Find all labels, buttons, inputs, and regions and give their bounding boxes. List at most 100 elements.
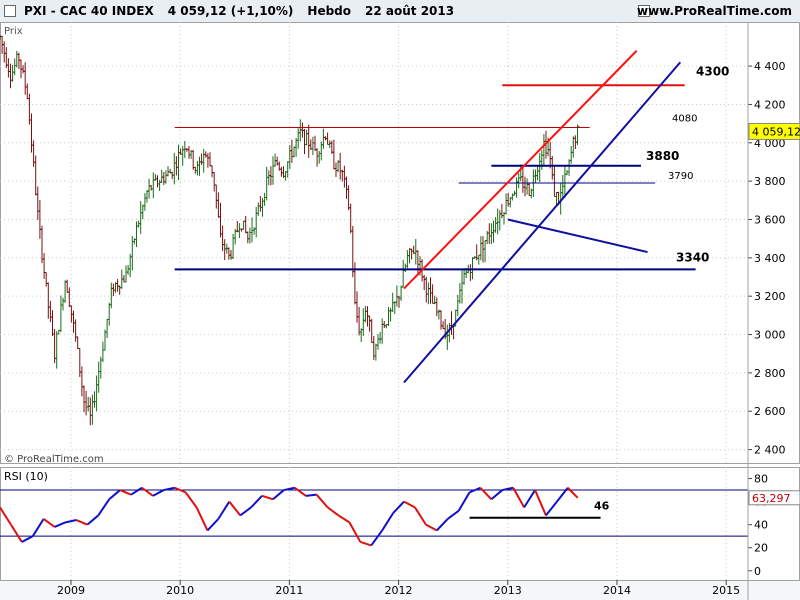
rsi-segment [54, 521, 66, 528]
trend-line-lower-blue [403, 61, 682, 384]
rsi-segment [141, 486, 154, 497]
price-panel: 2 400 2 600 2 800 3 000 3 200 3 400 3 600 3 800… [0, 22, 800, 465]
rsi-tick-label: 80 [754, 473, 768, 486]
last-value-box [748, 122, 800, 140]
last-value-label: 4 059,12 [752, 125, 800, 138]
rsi-last-value-label: 63,297 [752, 492, 791, 505]
price-tick-label: 3 800 [754, 175, 786, 188]
rsi-segment [0, 506, 12, 526]
price-tick-label: 3 400 [754, 252, 786, 265]
time-tick-label: 2013 [494, 584, 522, 597]
rsi-segment [108, 489, 121, 501]
rsi-last-value-box [748, 490, 800, 506]
rsi-segment [370, 529, 383, 546]
rsi-segment [31, 518, 45, 537]
rsi-segment [97, 498, 111, 516]
rsi-segment [195, 506, 209, 531]
rsi-level-label: 46 [594, 500, 610, 513]
price-bars [0, 35, 580, 426]
rsi-segment [217, 501, 231, 520]
rsi-panel: 02040608046RSI (10)63,297 [0, 467, 800, 581]
rsi-segment [326, 506, 340, 517]
time-axis: 2009 2010 2011 2012 2013 2014 2015 [0, 580, 800, 600]
chart-period: Hebdo [307, 4, 352, 18]
price-tick-label: 2 400 [754, 444, 786, 457]
rsi-segment [534, 489, 547, 516]
time-tick-label: 2010 [166, 584, 194, 597]
price-tick-label: 4 200 [754, 98, 786, 111]
rsi-panel-frame [0, 467, 800, 581]
rsi-segment [261, 494, 274, 501]
level-label-4300: 4300 [696, 64, 729, 78]
rsi-segment [283, 486, 296, 492]
price-tick-label: 3 200 [754, 290, 786, 303]
price-tick-label: 2 600 [754, 405, 786, 418]
rsi-segment [512, 487, 526, 508]
rsi-segment [479, 487, 493, 500]
rsi-segment [10, 524, 23, 543]
price-tick-label: 4 400 [754, 60, 786, 73]
rsi-segment [436, 518, 449, 532]
price-tick-label: 2 800 [754, 367, 786, 380]
price-tick-label: 3 600 [754, 213, 786, 226]
rsi-segment [174, 486, 187, 494]
rsi-segment [239, 506, 252, 517]
trend-line-short-blue [507, 218, 648, 254]
rsi-segment [184, 491, 198, 508]
rsi-tick-label: 20 [754, 542, 768, 555]
price-panel-frame [0, 22, 800, 464]
site-link[interactable]: www.ProRealTime.com [637, 4, 792, 18]
rsi-segment [76, 519, 88, 526]
rsi-segment [403, 500, 416, 509]
time-tick-label: 2011 [275, 584, 303, 597]
level-label-3790: 3790 [668, 171, 693, 182]
rsi-segment [21, 535, 34, 543]
rsi-segment [567, 487, 579, 499]
rsi-segment [86, 514, 99, 526]
rsi-tick-label: 0 [754, 565, 761, 578]
time-tick-label: 2015 [712, 584, 740, 597]
rsi-segment [250, 495, 263, 509]
last-price: 4 059,12 (+1,10%) [167, 4, 294, 18]
rsi-segment [392, 500, 405, 514]
rsi-segment [414, 506, 427, 526]
rsi-segment [490, 489, 503, 501]
rsi-segment [206, 518, 220, 532]
time-tick-label: 2012 [385, 584, 413, 597]
trend-line-upper-red [403, 50, 638, 290]
rsi-segment [228, 500, 242, 517]
header-checkbox[interactable] [4, 5, 16, 17]
rsi-segment [502, 486, 514, 492]
price-panel-label: Prix [4, 26, 23, 37]
level-label-4080: 4080 [672, 113, 697, 124]
rsi-segment [65, 519, 77, 524]
rsi-panel-label: RSI (10) [4, 470, 48, 483]
rsi-segment [152, 489, 165, 497]
rsi-segment [457, 491, 471, 512]
rsi-segment [163, 486, 175, 492]
rsi-segment [315, 494, 329, 509]
chart-header: PXI - CAC 40 INDEX 4 059,12 (+1,10%) Hebdo… [0, 0, 800, 23]
symbol-name: PXI - CAC 40 INDEX [24, 4, 154, 18]
chart-title: PXI - CAC 40 INDEX 4 059,12 (+1,10%) Hebdo… [24, 4, 468, 18]
rsi-segment [305, 493, 317, 497]
chart-date: 22 août 2013 [365, 4, 455, 18]
rsi-segment [523, 489, 536, 508]
level-label-3340: 3340 [676, 250, 709, 264]
rsi-tick-label: 40 [754, 519, 768, 532]
rsi-segment [337, 514, 350, 524]
rsi-segment [381, 512, 394, 531]
rsi-segment [556, 487, 569, 503]
site-checkbox[interactable] [638, 5, 650, 17]
watermark: © ProRealTime.com [4, 454, 104, 465]
rsi-series [0, 486, 579, 547]
time-axis-band [0, 580, 800, 600]
rsi-segment [130, 486, 143, 496]
rsi-segment [360, 540, 372, 547]
price-tick-label: 3 000 [754, 329, 786, 342]
time-tick-label: 2009 [57, 584, 85, 597]
rsi-segment [469, 486, 481, 494]
level-label-3880: 3880 [646, 149, 679, 163]
rsi-segment [447, 510, 460, 520]
